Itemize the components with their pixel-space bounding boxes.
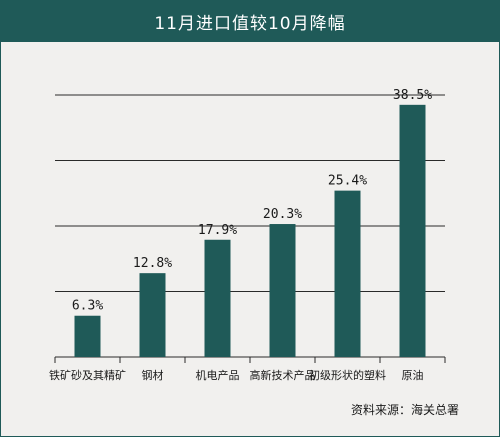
category-label: 钢材 xyxy=(142,368,164,382)
bar xyxy=(139,273,166,357)
category-label: 原油 xyxy=(402,368,424,382)
bar-value-label: 25.4% xyxy=(328,174,367,189)
bar xyxy=(74,315,101,357)
bar-value-label: 38.5% xyxy=(393,88,432,103)
bar-value-label: 6.3% xyxy=(72,299,103,314)
bar xyxy=(204,239,231,357)
bar xyxy=(269,224,296,357)
bar-value-label: 17.9% xyxy=(198,223,237,238)
bar-value-label: 20.3% xyxy=(263,207,302,222)
chart-title: 11月进口值较10月降幅 xyxy=(1,1,499,42)
bar xyxy=(334,190,361,357)
category-label: 机电产品 xyxy=(196,368,240,382)
category-label: 初级形状的塑料 xyxy=(309,368,386,382)
bar-value-label: 12.8% xyxy=(133,256,172,271)
category-label: 铁矿砂及其精矿 xyxy=(49,369,126,382)
source-note: 资料来源：海关总署 xyxy=(350,403,459,417)
bar xyxy=(399,104,426,357)
category-label: 高新技术产品 xyxy=(250,368,316,382)
